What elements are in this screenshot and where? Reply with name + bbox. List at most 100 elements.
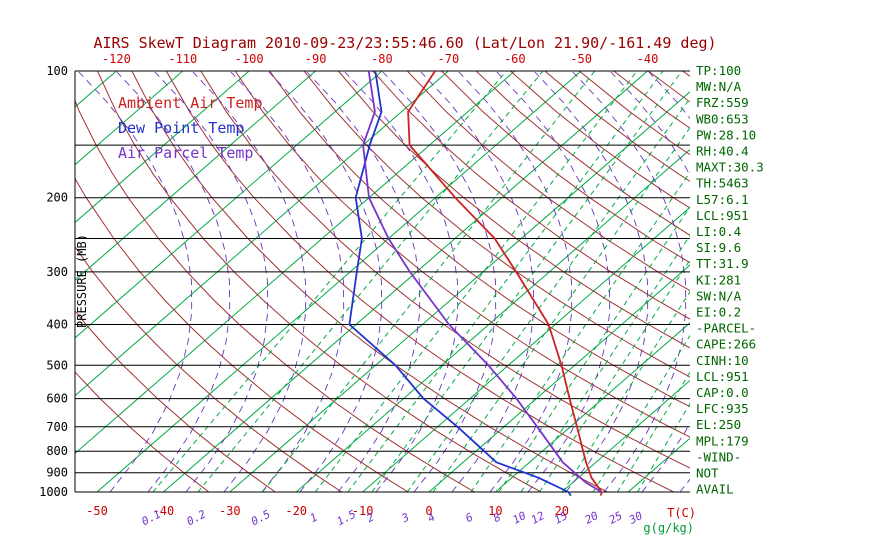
mixing-ratio-tick: 15 xyxy=(552,509,570,527)
bottom-temp-tick: 20 xyxy=(555,504,569,518)
stat-line: LFC:935 xyxy=(696,401,749,416)
stat-line: MW:N/A xyxy=(696,79,742,94)
stat-line: -PARCEL- xyxy=(696,321,756,336)
dry-adiabat-line xyxy=(131,71,608,492)
mixing-ratio-axis: 0.1 0.2 0.5 1 1.5 2 3 4 6 8 10 12 15 20 25 30 xyxy=(139,507,645,528)
mixing-ratio-line xyxy=(197,71,544,492)
stat-line: AVAIL xyxy=(696,482,734,497)
pressure-axis-ticks: 100 200 300 400 500 600 700 800 900 1000 xyxy=(39,64,68,499)
top-temp-tick: -110 xyxy=(168,52,197,66)
mixing-ratio-tick: 12 xyxy=(529,509,547,527)
top-temp-tick: -70 xyxy=(438,52,460,66)
bottom-temp-tick: 10 xyxy=(488,504,502,518)
pressure-tick: 700 xyxy=(46,420,68,434)
mixing-ratio-line xyxy=(616,371,690,492)
bottom-temp-tick: -20 xyxy=(285,504,307,518)
mixing-ratio-line xyxy=(152,71,507,492)
moist-adiabat-line xyxy=(572,71,687,492)
mixing-ratio-tick: 6 xyxy=(463,510,475,525)
dry-adiabat-line xyxy=(165,71,674,492)
top-temp-tick: -50 xyxy=(570,52,592,66)
dry-adiabat-line xyxy=(75,245,342,492)
pressure-tick: 800 xyxy=(46,444,68,458)
stat-line: SW:N/A xyxy=(696,288,742,303)
pressure-tick: 200 xyxy=(46,191,68,205)
mixing-ratio-line xyxy=(637,402,690,492)
bottom-temp-tick: -30 xyxy=(219,504,241,518)
dry-adiabat-line xyxy=(372,71,690,320)
pressure-tick: 600 xyxy=(46,392,68,406)
top-temp-tick: -120 xyxy=(102,52,131,66)
mixing-ratio-line xyxy=(347,71,664,492)
stat-line: TT:31.9 xyxy=(696,256,749,271)
isotherm-line xyxy=(75,71,184,166)
stat-line: CAP:0.0 xyxy=(696,385,749,400)
mixing-ratio-tick: 30 xyxy=(626,509,645,527)
moist-adiabat-line xyxy=(534,71,649,492)
isotherm-line xyxy=(362,206,690,492)
top-temp-tick: -60 xyxy=(504,52,526,66)
dry-adiabat-line xyxy=(303,71,690,378)
isotherm-line xyxy=(75,71,449,397)
top-temp-tick: -90 xyxy=(305,52,327,66)
stat-line: KI:281 xyxy=(696,272,741,287)
stat-line: SI:9.6 xyxy=(696,240,741,255)
mixing-ratio-tick: 10 xyxy=(510,509,528,527)
dry-adiabat-line xyxy=(200,71,690,469)
pressure-tick: 300 xyxy=(46,265,68,279)
dry-adiabat-line xyxy=(510,71,690,209)
moist-adiabat-line xyxy=(420,71,535,492)
dry-adiabat-line xyxy=(97,71,542,492)
mixing-ratio-line xyxy=(314,71,638,492)
isotherm-line xyxy=(428,264,690,492)
stat-line: EL:250 xyxy=(696,417,741,432)
mixing-ratio-line xyxy=(592,334,690,492)
moist-adiabat-line xyxy=(268,71,383,492)
mixing-ratio-line xyxy=(371,71,683,492)
stat-line: FRZ:559 xyxy=(696,95,749,110)
mixing-ratio-line xyxy=(498,205,690,492)
dry-adiabat-line xyxy=(75,310,276,492)
dry-adiabat-line xyxy=(647,71,690,103)
moist-adiabat-line xyxy=(192,71,307,492)
isotherm-line xyxy=(561,379,690,492)
mixing-ratio-line xyxy=(470,171,690,492)
pressure-tick: 500 xyxy=(46,358,68,372)
dry-adiabat-line xyxy=(475,71,690,236)
stat-line: NOT xyxy=(696,466,719,481)
mixing-ratio-tick: 0.5 xyxy=(249,508,273,529)
isotherm-line xyxy=(0,71,50,492)
bottom-temp-tick: -40 xyxy=(153,504,175,518)
pressure-tick: 400 xyxy=(46,318,68,332)
mixing-ratio-line xyxy=(562,290,690,492)
bottom-temp-tick: -10 xyxy=(352,504,374,518)
dry-adiabat-line xyxy=(338,71,690,349)
stat-line: PW:28.10 xyxy=(696,127,756,142)
stat-line: TP:100 xyxy=(696,63,741,78)
dry-adiabat-line xyxy=(406,71,690,292)
pressure-tick: 1000 xyxy=(39,485,68,499)
dry-adiabat-line xyxy=(234,71,690,438)
moist-adiabat-line xyxy=(458,71,573,492)
isotherm-line xyxy=(495,322,690,492)
stat-line: CAPE:266 xyxy=(696,337,756,352)
moist-adiabat-line xyxy=(382,71,497,492)
sounding-curves xyxy=(348,71,603,497)
legend-ambient-air-temp: Ambient Air Temp xyxy=(118,94,263,112)
top-temp-tick: -100 xyxy=(235,52,264,66)
legend-dew-point-temp: Dew Point Temp xyxy=(118,119,244,137)
stat-line: CINH:10 xyxy=(696,353,749,368)
mixing-ratio-tick: 25 xyxy=(607,509,625,527)
isotherm-line xyxy=(229,91,690,492)
mixing-ratio-tick: 4 xyxy=(425,511,437,526)
mixing-ratio-tick: 20 xyxy=(583,509,601,527)
pressure-axis-label: PRESSURE (MB) xyxy=(75,234,89,328)
dew-point-temp-curve xyxy=(348,71,572,497)
stat-line: RH:40.4 xyxy=(696,144,749,159)
dry-adiabat-line xyxy=(786,71,870,492)
pressure-tick: 100 xyxy=(46,64,68,78)
legend: Ambient Air Temp Dew Point Temp Air Parc… xyxy=(118,94,263,162)
